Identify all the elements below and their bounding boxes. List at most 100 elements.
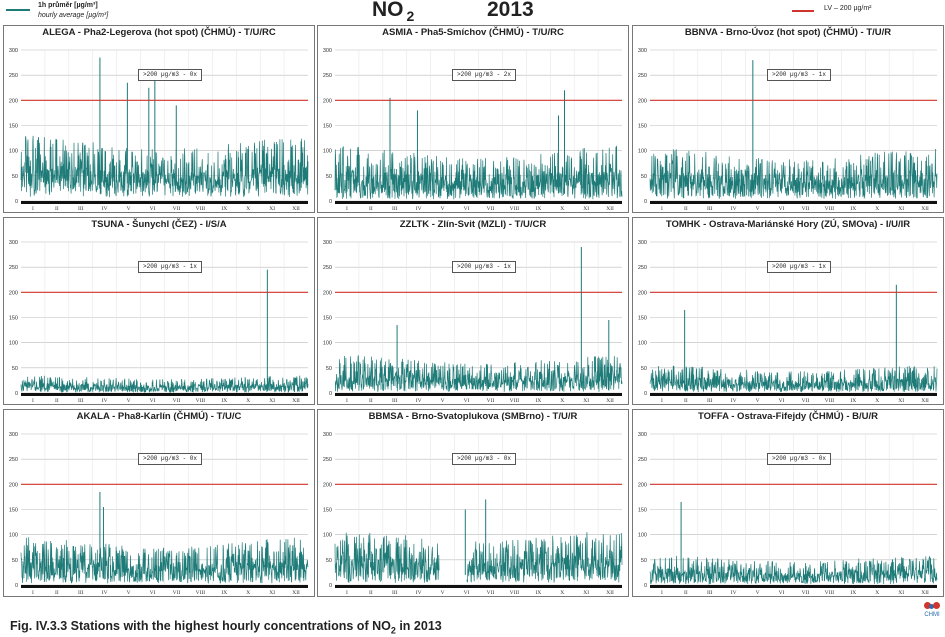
caption-prefix: Fig. IV.3.3 Stations with the highest ho… [10, 619, 391, 633]
x-tick-label: XII [921, 590, 929, 596]
x-tick-label: IX [850, 590, 856, 596]
x-tick-label: X [875, 398, 879, 404]
x-tick-label: IX [221, 206, 227, 212]
x-tick-label: VII [487, 398, 495, 404]
x-axis-bar [21, 585, 308, 588]
y-tick-label: 200 [323, 98, 332, 104]
x-tick-label: X [560, 398, 564, 404]
y-tick-label: 250 [323, 457, 332, 463]
x-tick-label: VI [464, 590, 470, 596]
x-tick-label: IV [102, 398, 108, 404]
station-chart-title: ALEGA - Pha2-Legerova (hot spot) (ČHMÚ) … [42, 27, 276, 38]
station-chart-panel: 0 50 100 150 200 250 300 I II III IV V VI VII VIII IX X X… [632, 25, 944, 213]
y-tick-label: 200 [9, 98, 18, 104]
series-line [334, 532, 623, 583]
x-tick-label: IX [221, 398, 227, 404]
x-tick-label: XII [921, 398, 929, 404]
series-line [20, 537, 309, 584]
series-line [649, 555, 938, 586]
logo-text: CHMI [924, 612, 940, 618]
station-chart-title: BBNVA - Brno-Úvoz (hot spot) (ČHMÚ) - T/… [684, 27, 892, 38]
caption-subscript: 2 [390, 625, 396, 636]
x-tick-label: IV [416, 398, 422, 404]
x-tick-label: V [441, 590, 445, 596]
exceedance-count-label: >200 µg/m3 - 0x [767, 453, 832, 465]
y-tick-label: 150 [9, 316, 18, 322]
y-tick-label: 300 [9, 432, 18, 438]
x-tick-label: I [661, 398, 663, 404]
x-tick-label: II [684, 590, 688, 596]
y-tick-label: 100 [638, 341, 647, 347]
y-tick-label: 250 [638, 73, 647, 79]
x-tick-label: IX [850, 398, 856, 404]
station-chart-title: ASMIA - Pha5-Smíchov (ČHMÚ) - T/U/RC [382, 27, 564, 38]
x-tick-label: II [369, 590, 373, 596]
y-tick-label: 300 [638, 48, 647, 54]
y-tick-label: 150 [638, 316, 647, 322]
x-tick-label: I [661, 206, 663, 212]
y-tick-label: 50 [641, 366, 647, 372]
y-tick-label: 250 [9, 457, 18, 463]
x-tick-label: X [560, 590, 564, 596]
y-tick-label: 0 [644, 391, 647, 397]
y-tick-label: 200 [638, 482, 647, 488]
x-tick-label: III [392, 590, 398, 596]
x-tick-label: IV [102, 206, 108, 212]
series-line [20, 135, 309, 198]
y-tick-label: 50 [641, 558, 647, 564]
x-axis-bar [650, 201, 937, 204]
x-tick-label: IV [731, 590, 737, 596]
station-chart-panel: 0 50 100 150 200 250 300 I II III IV V VI VII VIII IX X X… [3, 25, 315, 213]
x-tick-label: VIII [196, 398, 206, 404]
x-tick-label: VI [464, 398, 470, 404]
x-tick-label: XI [583, 206, 589, 212]
y-tick-label: 0 [329, 199, 332, 205]
x-tick-label: IV [416, 206, 422, 212]
x-tick-label: III [78, 590, 84, 596]
y-tick-label: 200 [638, 290, 647, 296]
y-tick-label: 150 [638, 124, 647, 130]
x-tick-label: VIII [825, 590, 835, 596]
x-tick-label: X [246, 398, 250, 404]
x-tick-label: II [55, 590, 59, 596]
x-tick-label: X [875, 206, 879, 212]
y-tick-label: 0 [644, 199, 647, 205]
y-tick-label: 300 [323, 240, 332, 246]
y-tick-label: 250 [323, 265, 332, 271]
station-chart-title: ZZLTK - Zlín-Svit (MZLI) - T/U/CR [399, 219, 547, 230]
x-tick-label: X [246, 206, 250, 212]
y-tick-label: 100 [323, 533, 332, 539]
x-tick-label: I [32, 590, 34, 596]
x-tick-label: I [32, 398, 34, 404]
series-legend-label-cs: 1h průměr [µg/m³] [38, 2, 98, 9]
x-axis-bar [335, 393, 622, 396]
x-tick-label: V [756, 206, 760, 212]
x-tick-label: VII [487, 590, 495, 596]
x-tick-label: XII [292, 206, 300, 212]
y-tick-label: 50 [326, 558, 332, 564]
x-tick-label: X [246, 590, 250, 596]
x-tick-label: VI [150, 398, 156, 404]
series-line [649, 148, 938, 199]
x-tick-label: III [707, 206, 713, 212]
x-tick-label: VI [779, 206, 785, 212]
exceedance-count-label: >200 µg/m3 - 2x [452, 69, 517, 81]
x-tick-label: IV [731, 206, 737, 212]
x-tick-label: VI [150, 590, 156, 596]
x-tick-label: I [32, 206, 34, 212]
y-tick-label: 50 [12, 174, 18, 180]
x-tick-label: III [78, 206, 84, 212]
x-tick-label: VII [173, 590, 181, 596]
x-tick-label: I [661, 590, 663, 596]
x-tick-label: VI [779, 590, 785, 596]
station-chart-title: AKALA - Pha8-Karlín (ČHMÚ) - T/U/C [76, 411, 242, 422]
x-tick-label: VIII [825, 398, 835, 404]
pollutant-label: NO [372, 0, 404, 21]
x-tick-label: VI [464, 206, 470, 212]
